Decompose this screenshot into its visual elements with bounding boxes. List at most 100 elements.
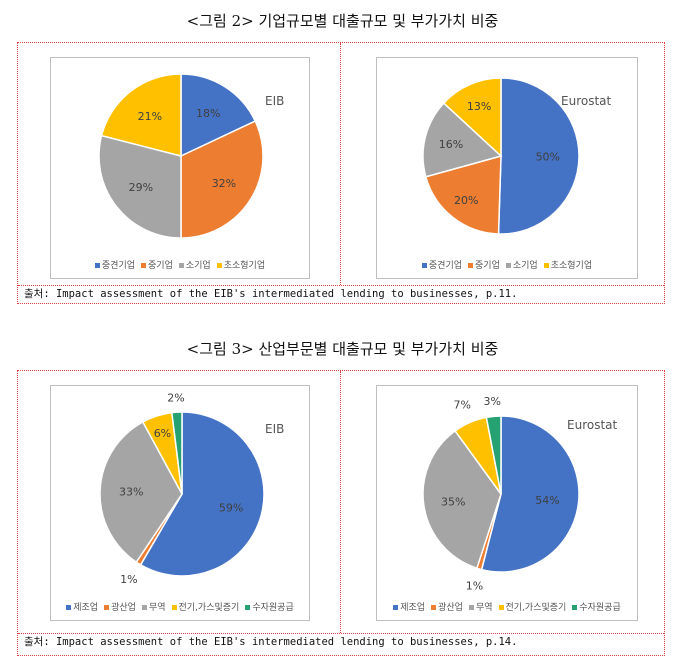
legend-swatch [94,263,100,268]
data-label-3: 7% [454,399,471,412]
pie-slice-0 [139,411,265,577]
legend-item: 초소형기업 [216,258,266,271]
chart-label-eib: EIB [265,422,285,436]
legend-item: 광산업 [431,600,463,613]
legend-swatch [498,605,504,610]
data-label-1: 1% [120,573,137,586]
legend-swatch [178,263,184,268]
legend-swatch [431,605,437,610]
legend-item: 소기업 [505,258,538,271]
legend-label: 제조업 [73,603,99,613]
pie-slice-2 [422,102,503,178]
chart-label-eib: EIB [265,94,285,108]
data-label-0: 18% [196,107,220,120]
legend-label: 초소형기업 [223,261,266,271]
legend-eib-size: 중견기업 중기업 소기업 초소형기업 [51,258,309,271]
figure-2-divider [340,43,341,285]
figure-3-divider [340,371,341,633]
legend-swatch [572,605,578,610]
pie-slice-0 [180,73,257,158]
pie-slice-3 [100,73,182,157]
data-label-2: 35% [441,496,465,509]
legend-label: 전기,가스및증기 [178,603,240,613]
pie-slice-1 [180,120,264,239]
legend-item: 중견기업 [421,258,463,271]
legend-label: 중기업 [148,261,173,271]
legend-swatch [543,263,549,268]
legend-label: 무역 [148,603,166,613]
legend-swatch [393,605,399,610]
legend-label: 제조업 [400,603,426,613]
source-text: : Impact assessment of the EIB's interme… [43,288,518,300]
legend-label: 초소형기업 [550,261,593,271]
source-prefix: 출처 [24,288,44,300]
pie-chart-eib-size: 18% 32% 29% 21% EIB 중견기업 중기업 소기업 초소형기업 [50,57,310,279]
legend-swatch [141,605,147,610]
legend-label: 중견기업 [428,261,463,271]
data-label-3: 21% [138,110,162,123]
pie-slice-2 [422,429,502,570]
data-label-1: 20% [454,194,478,207]
legend-swatch [421,263,427,268]
legend-label: 중견기업 [101,261,136,271]
figure-2-source: 출처: Impact assessment of the EIB's inter… [18,285,664,303]
legend-swatch [468,263,474,268]
pie-slice-0 [497,77,580,235]
pie-eurostat-size-svg: 50% 20% 16% 13% [422,77,580,235]
pie-slice-4 [485,415,502,495]
source-text: : Impact assessment of the EIB's interme… [43,636,518,648]
legend-item: 수자원공급 [245,600,294,613]
legend-label: 수자원공급 [252,603,294,613]
pie-eib-sector-svg: 59% 1% 33% 6% 2% [99,391,265,586]
data-label-4: 2% [167,391,184,404]
legend-item: 무역 [468,600,493,613]
legend-swatch [141,263,147,268]
data-label-2: 29% [129,181,153,194]
source-prefix: 출처 [24,636,44,648]
data-label-0: 50% [536,151,560,164]
figure-3-box: 59% 1% 33% 6% 2% EIB 제조업 광산업 무역 전기,가스및증기 수자원공급 5… [17,370,665,656]
legend-item: 중기업 [468,258,500,271]
chart-label-eurostat: Eurostat [567,418,618,432]
pie-slice-3 [442,77,502,158]
data-label-1: 1% [466,579,483,592]
legend-item: 전기,가스및증기 [171,600,240,613]
data-label-3: 13% [467,100,491,113]
legend-eurostat-size: 중견기업 중기업 소기업 초소형기업 [377,258,637,271]
legend-label: 광산업 [111,603,136,613]
legend-item: 광산업 [104,600,136,613]
legend-item: 무역 [141,600,166,613]
legend-swatch [66,605,72,610]
legend-swatch [505,263,511,268]
data-label-4: 3% [483,395,500,408]
legend-label: 소기업 [512,261,538,271]
data-label-2: 16% [439,138,463,151]
pie-slice-0 [480,415,580,573]
legend-swatch [104,605,110,610]
legend-label: 수자원공급 [579,603,621,613]
pie-eurostat-sector-svg: 54% 1% 35% 7% 3% [422,395,580,592]
figure-3-source: 출처: Impact assessment of the EIB's inter… [18,633,664,651]
legend-swatch [245,605,251,610]
pie-chart-eurostat-sector: 54% 1% 35% 7% 3% Eurostat 제조업 광산업 무역 전기,가스및증기 수자… [376,385,638,621]
legend-item: 수자원공급 [572,600,621,613]
legend-item: 소기업 [178,258,211,271]
legend-swatch [171,605,177,610]
chart-label-eurostat: Eurostat [561,94,612,108]
data-label-0: 54% [535,494,559,507]
data-label-3: 6% [154,427,171,440]
pie-slice-4 [170,411,183,495]
figure-2-box: 18% 32% 29% 21% EIB 중견기업 중기업 소기업 초소형기업 50% 20% 1… [17,42,665,304]
legend-label: 광산업 [438,603,463,613]
pie-eib-size-svg: 18% 32% 29% 21% [98,73,264,239]
pie-slice-1 [424,155,502,235]
legend-label: 전기,가스및증기 [505,603,567,613]
legend-item: 중견기업 [94,258,136,271]
legend-label: 무역 [475,603,493,613]
pie-chart-eurostat-size: 50% 20% 16% 13% Eurostat 중견기업 중기업 소기업 초소형기업 [376,57,638,279]
legend-swatch [468,605,474,610]
legend-label: 중기업 [475,261,500,271]
legend-swatch [216,263,222,268]
legend-item: 제조업 [66,600,98,613]
data-label-2: 33% [119,486,143,499]
